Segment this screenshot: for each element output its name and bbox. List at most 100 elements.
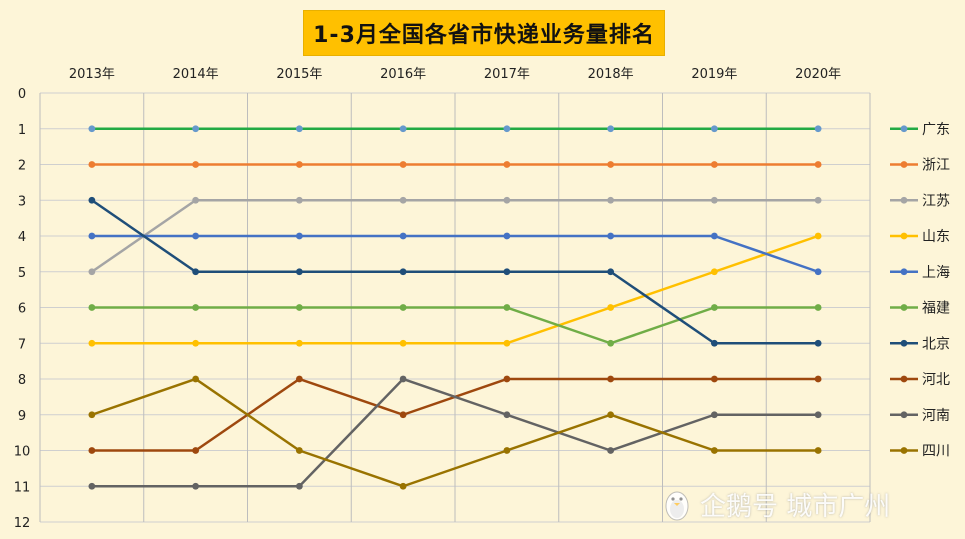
- data-point: [710, 447, 718, 454]
- y-tick-label: 1: [18, 123, 26, 138]
- y-tick-label: 3: [18, 194, 26, 209]
- data-point: [192, 304, 200, 311]
- legend-swatch-marker: [900, 447, 908, 454]
- legend-label: 福建: [922, 301, 950, 317]
- data-point: [503, 375, 511, 383]
- data-point: [192, 161, 200, 168]
- data-point: [399, 268, 407, 276]
- data-point: [607, 161, 615, 168]
- data-point: [607, 268, 615, 276]
- legend-label: 北京: [922, 336, 950, 352]
- legend-label: 河南: [922, 408, 950, 424]
- data-point: [503, 339, 511, 347]
- chart-title: 1-3月全国各省市快递业务量排名: [313, 23, 655, 48]
- y-tick-label: 6: [18, 302, 26, 317]
- data-point: [710, 375, 718, 383]
- data-point: [88, 196, 96, 204]
- legend-swatch-marker: [900, 268, 908, 276]
- series-line-6: [91, 199, 819, 345]
- x-tick-label: 2013年: [69, 67, 115, 82]
- data-point: [814, 304, 822, 311]
- legend-label: 山东: [922, 229, 950, 245]
- data-point: [814, 196, 822, 204]
- data-point: [503, 196, 511, 204]
- data-point: [607, 447, 615, 454]
- x-tick-label: 2015年: [276, 67, 322, 82]
- data-point: [399, 125, 407, 133]
- data-point: [88, 411, 96, 419]
- data-point: [710, 411, 718, 419]
- y-tick-label: 2: [18, 159, 26, 174]
- data-point: [710, 196, 718, 204]
- x-tick-label: 2019年: [691, 67, 737, 82]
- x-tick-label: 2016年: [380, 67, 426, 82]
- data-point: [295, 375, 303, 383]
- y-tick-label: 9: [18, 409, 26, 424]
- series-line-8: [91, 377, 819, 488]
- legend-swatch-marker: [900, 125, 908, 133]
- legend-swatch-marker: [900, 339, 908, 347]
- data-point: [607, 339, 615, 347]
- legend-label: 上海: [922, 265, 950, 281]
- data-point: [88, 268, 96, 276]
- legend-swatch-marker: [900, 304, 908, 311]
- data-point: [192, 125, 200, 133]
- data-point: [399, 339, 407, 347]
- data-point: [503, 232, 511, 240]
- legend-label: 河北: [922, 372, 950, 388]
- data-point: [710, 339, 718, 347]
- data-point: [399, 411, 407, 419]
- y-tick-label: 12: [14, 516, 31, 531]
- watermark-text: 企鹅号 城市广州: [700, 491, 891, 522]
- legend-label: 广东: [922, 122, 950, 138]
- legend-swatch-marker: [900, 232, 908, 240]
- data-point: [710, 304, 718, 311]
- data-point: [192, 375, 200, 383]
- data-point: [503, 125, 511, 133]
- data-point: [607, 125, 615, 133]
- data-point: [295, 196, 303, 204]
- data-point: [192, 482, 200, 490]
- data-point: [399, 161, 407, 168]
- y-tick-label: 8: [18, 373, 26, 388]
- y-tick-label: 0: [18, 87, 26, 102]
- data-point: [814, 411, 822, 419]
- data-point: [814, 125, 822, 133]
- data-point: [814, 161, 822, 168]
- data-point: [295, 232, 303, 240]
- data-point: [503, 268, 511, 276]
- data-point: [607, 411, 615, 419]
- data-point: [295, 125, 303, 133]
- series-line-2: [91, 199, 819, 273]
- y-tick-label: 10: [14, 445, 31, 460]
- data-point: [88, 482, 96, 490]
- data-point: [295, 268, 303, 276]
- data-point: [710, 232, 718, 240]
- legend-label: 四川: [922, 444, 950, 460]
- data-point: [814, 339, 822, 347]
- data-point: [607, 196, 615, 204]
- x-tick-label: 2014年: [173, 67, 219, 82]
- data-point: [399, 482, 407, 490]
- y-tick-label: 4: [18, 230, 26, 245]
- data-point: [710, 125, 718, 133]
- legend-label: 浙江: [922, 158, 950, 174]
- y-tick-label: 11: [14, 480, 31, 495]
- data-point: [192, 339, 200, 347]
- data-point: [814, 268, 822, 276]
- data-point: [607, 232, 615, 240]
- x-tick-label: 2018年: [588, 67, 634, 82]
- data-point: [710, 161, 718, 168]
- x-tick-label: 2020年: [795, 67, 841, 82]
- legend-label: 江苏: [922, 193, 950, 209]
- data-point: [192, 447, 200, 454]
- data-point: [399, 232, 407, 240]
- data-point: [503, 411, 511, 419]
- chart-title-box: 1-3月全国各省市快递业务量排名: [303, 10, 665, 56]
- data-point: [88, 447, 96, 454]
- data-point: [192, 268, 200, 276]
- x-tick-label: 2017年: [484, 67, 530, 82]
- legend-swatch-marker: [900, 375, 908, 383]
- data-point: [503, 304, 511, 311]
